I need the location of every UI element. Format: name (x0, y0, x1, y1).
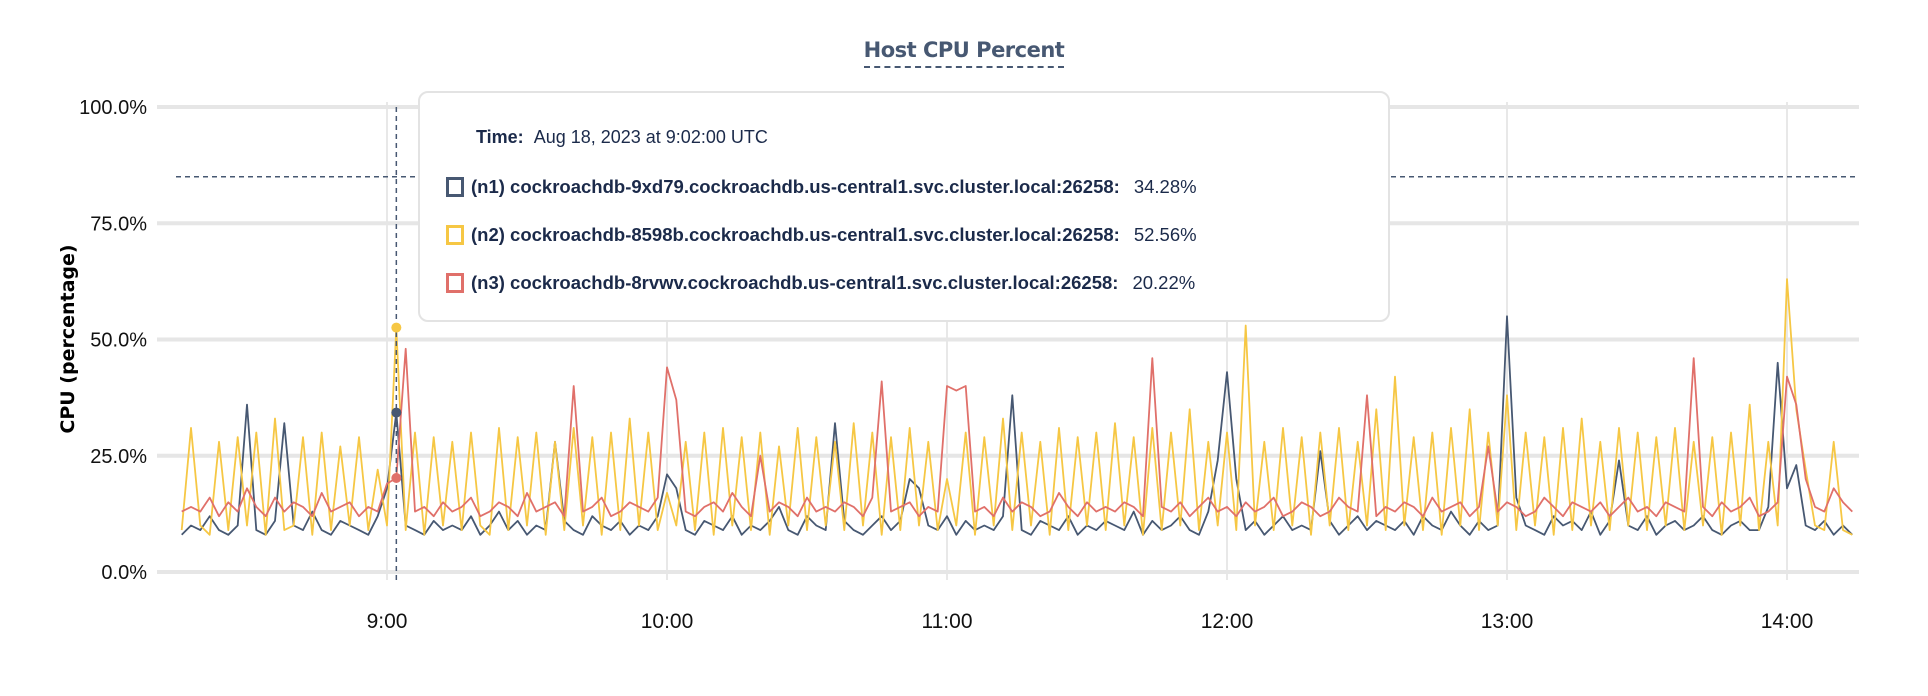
tooltip-series-value: 52.56% (1133, 224, 1197, 245)
x-tick-label: 14:00 (1761, 610, 1814, 633)
tooltip-time-value: Aug 18, 2023 at 9:02:00 UTC (533, 127, 768, 147)
x-tick-label: 12:00 (1201, 610, 1254, 633)
tooltip-series-value: 20.22% (1132, 272, 1196, 293)
tooltip-series-name: (n1) cockroachdb-9xd79.cockroachdb.us-ce… (471, 176, 1120, 197)
hover-point-n2 (391, 322, 402, 333)
tooltip-row-n3: (n3) cockroachdb-8rvwv.cockroachdb.us-ce… (446, 272, 1195, 294)
y-tick-label: 75.0% (90, 213, 147, 235)
tooltip-time-label: Time: (476, 127, 524, 147)
chart-title-wrap: Host CPU Percent (0, 38, 1928, 68)
tooltip-time: Time: Aug 18, 2023 at 9:02:00 UTC (476, 127, 768, 148)
tooltip-series-name: (n3) cockroachdb-8rvwv.cockroachdb.us-ce… (471, 272, 1119, 293)
y-axis-label: CPU (percentage) (57, 244, 79, 434)
series-line-n1 (181, 315, 1853, 536)
series-line-n2 (180, 278, 1853, 536)
y-tick-label: 0.0% (101, 562, 147, 584)
y-tick-label: 25.0% (90, 446, 147, 468)
tooltip-row-n2: (n2) cockroachdb-8598b.cockroachdb.us-ce… (446, 224, 1197, 246)
x-tick-label: 10:00 (641, 610, 694, 633)
legend-swatch-icon (446, 273, 464, 293)
hover-point-n3 (391, 472, 402, 483)
x-tick-label: 11:00 (922, 610, 973, 633)
tooltip-row-n1: (n1) cockroachdb-9xd79.cockroachdb.us-ce… (446, 176, 1197, 198)
hover-point-n1 (391, 407, 402, 418)
series-line-n3 (181, 347, 1853, 518)
x-tick-label: 13:00 (1481, 610, 1534, 633)
chart-title[interactable]: Host CPU Percent (863, 38, 1065, 68)
tooltip-series-name: (n2) cockroachdb-8598b.cockroachdb.us-ce… (471, 224, 1120, 245)
tooltip-series-value: 34.28% (1133, 176, 1197, 197)
legend-swatch-icon (446, 177, 464, 197)
x-tick-label: 9:00 (367, 610, 408, 633)
hover-tooltip: Time: Aug 18, 2023 at 9:02:00 UTC (n1) co… (418, 91, 1390, 322)
y-tick-label: 100.0% (79, 97, 147, 119)
legend-swatch-icon (446, 225, 464, 245)
y-tick-label: 50.0% (90, 330, 147, 352)
